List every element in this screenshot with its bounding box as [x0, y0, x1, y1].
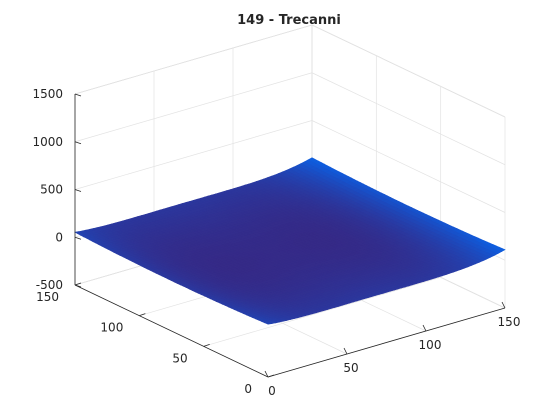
- x-tick-mark: [501, 301, 506, 309]
- grid-line-y-floor: [203, 276, 441, 347]
- grid-line-z-wall: [311, 72, 506, 166]
- surface: [74, 157, 506, 325]
- z-tick-mark: [74, 284, 82, 288]
- x-tick-mark: [422, 324, 427, 332]
- x-tick-label: 50: [343, 361, 358, 375]
- y-tick-label: 50: [172, 351, 187, 365]
- z-tick-mark: [74, 141, 82, 145]
- z-tick-mark: [74, 189, 82, 192]
- grid-line-z-wall: [311, 24, 506, 118]
- z-tick-label: 500: [40, 183, 63, 197]
- y-tick-mark: [139, 313, 146, 317]
- y-tick-label: 0: [244, 382, 252, 396]
- x-tick-label: 100: [419, 338, 442, 352]
- y-tick-label: 100: [100, 321, 123, 335]
- chart-title: 149 - Trecanni: [237, 13, 341, 28]
- y-tick-mark: [203, 343, 210, 347]
- x-tick-mark: [264, 370, 269, 378]
- z-tick-mark: [74, 236, 82, 240]
- z-tick-label: -500: [36, 278, 63, 292]
- y-axis-line: [74, 284, 269, 378]
- surface-patch: [263, 321, 273, 325]
- z-tick-label: 0: [55, 230, 63, 244]
- y-tick-label: 150: [36, 290, 59, 304]
- grid-line-z-wall: [74, 120, 313, 190]
- z-tick-mark: [74, 93, 82, 97]
- z-tick-label: 1500: [32, 87, 63, 101]
- grid-line-z-wall: [74, 24, 313, 95]
- grid-line-z-wall: [74, 72, 313, 143]
- x-tick-label: 0: [268, 384, 276, 398]
- grid-line-z-wall: [311, 120, 506, 213]
- x-tick-mark: [343, 347, 348, 355]
- x-tick-label: 150: [498, 315, 521, 329]
- z-tick-label: 1000: [32, 135, 63, 149]
- y-tick-mark: [74, 282, 82, 286]
- y-tick-mark: [267, 374, 275, 378]
- x-axis-line: [267, 307, 506, 378]
